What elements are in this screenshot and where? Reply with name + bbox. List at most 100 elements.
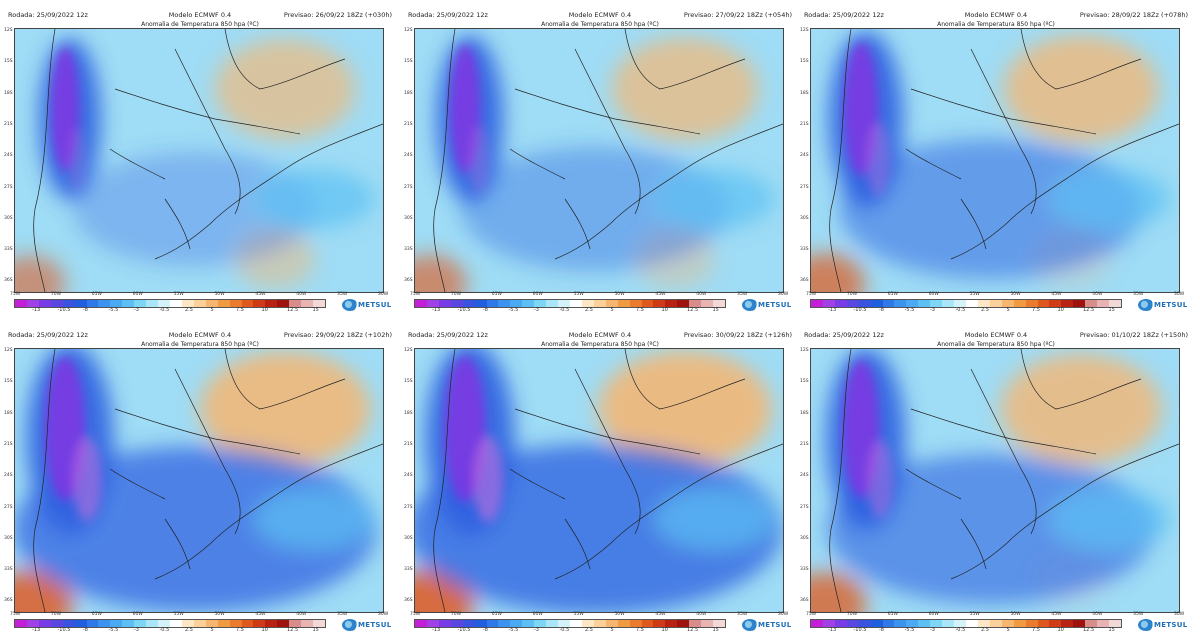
lon-tick: 40W	[1092, 292, 1103, 297]
colorbar-swatch	[689, 620, 702, 627]
colorbar-swatch	[15, 620, 27, 627]
forecast-panel: Rodada: 25/09/2022 12z Modelo ECMWF 0.4 …	[4, 8, 396, 316]
lon-tick: 60W	[532, 612, 543, 617]
lat-tick: 33S	[4, 247, 13, 253]
colorbar	[810, 619, 1122, 628]
logo-text: METSUL	[358, 621, 392, 629]
colorbar-swatch	[426, 620, 439, 627]
colorbar-swatch	[1097, 300, 1110, 307]
lon-tick: 30W	[778, 612, 789, 617]
colorbar-swatch	[858, 620, 871, 627]
colorbar-swatch	[834, 620, 847, 627]
colorbar-swatch	[629, 620, 642, 627]
colorbar-label: -0.5	[955, 627, 966, 633]
colorbar-swatch	[1049, 300, 1062, 307]
colorbar-label: 15	[712, 307, 719, 313]
anomaly-map[interactable]	[414, 28, 784, 293]
colorbar-swatch	[846, 620, 859, 627]
colorbar-swatch	[450, 300, 463, 307]
colorbar-swatch	[169, 620, 182, 627]
colorbar-label: -10.5	[57, 627, 71, 633]
logo-text: METSUL	[758, 621, 792, 629]
lon-tick: 45W	[655, 292, 666, 297]
anomaly-map[interactable]	[14, 28, 384, 293]
colorbar-swatch	[593, 620, 606, 627]
lat-tick: 27S	[800, 184, 809, 190]
colorbar-swatch	[1085, 620, 1098, 627]
colorbar-swatch	[426, 300, 439, 307]
metsul-logo: METSUL	[342, 298, 394, 312]
colorbar-label: -13	[32, 307, 41, 313]
colorbar-swatch	[593, 300, 606, 307]
forecast-panel: Rodada: 25/09/2022 12z Modelo ECMWF 0.4 …	[4, 328, 396, 636]
colorbar-swatch	[193, 620, 206, 627]
lon-tick: 70W	[846, 612, 858, 617]
anomaly-map[interactable]	[14, 348, 384, 613]
colorbar-label: 2.5	[585, 627, 593, 633]
lon-tick: 70W	[450, 292, 462, 297]
colorbar-swatch	[486, 620, 499, 627]
lon-tick: 65W	[491, 292, 502, 297]
colorbar-swatch	[110, 620, 123, 627]
lat-tick: 12S	[4, 348, 13, 353]
colorbar-label: 10	[1057, 307, 1064, 313]
lat-tick: 36S	[800, 278, 809, 284]
lon-tick: 30W	[378, 292, 389, 297]
colorbar-label: 2.5	[585, 307, 593, 313]
model-label: Modelo ECMWF 0.4	[168, 331, 232, 339]
colorbar-swatch	[894, 620, 907, 627]
colorbar-swatch	[74, 300, 87, 307]
anomaly-map[interactable]	[414, 348, 784, 613]
colorbar-swatch	[1013, 620, 1026, 627]
colorbar-label: 10	[1057, 627, 1064, 633]
metsul-logo: METSUL	[342, 618, 394, 632]
colorbar-label: -3	[134, 627, 139, 633]
lon-tick: 35W	[337, 612, 348, 617]
run-label: Rodada: 25/09/2022 12z	[804, 331, 884, 339]
lon-tick: 45W	[1051, 292, 1062, 297]
colorbar-label: 5	[1006, 307, 1010, 313]
colorbar-swatch	[510, 300, 523, 307]
colorbar-swatch	[918, 300, 931, 307]
lon-tick: 70W	[450, 612, 462, 617]
lon-tick: 40W	[296, 612, 307, 617]
colorbar-swatch	[313, 300, 325, 307]
panel-header: Rodada: 25/09/2022 12z Modelo ECMWF 0.4 …	[800, 8, 1192, 22]
lat-tick: 27S	[4, 504, 13, 510]
colorbar-swatch	[229, 300, 242, 307]
colorbar-label: 7.5	[1032, 307, 1040, 313]
globe-icon	[342, 619, 358, 631]
lat-tick: 21S	[404, 441, 413, 447]
colorbar-swatch	[86, 620, 99, 627]
lon-tick: 30W	[1174, 292, 1185, 297]
colorbar-swatch	[906, 300, 919, 307]
colorbar-label: -0.5	[159, 627, 170, 633]
anomaly-map[interactable]	[810, 28, 1180, 293]
logo-text: METSUL	[358, 301, 392, 309]
colorbar-swatch	[954, 300, 966, 307]
colorbar-swatch	[26, 300, 39, 307]
colorbar-swatch	[1109, 620, 1121, 627]
colorbar-swatch	[834, 300, 847, 307]
colorbar-swatch	[415, 300, 427, 307]
colorbar-swatch	[181, 620, 194, 627]
colorbar-swatch	[665, 620, 678, 627]
lon-tick: 65W	[91, 292, 102, 297]
colorbar-swatch	[110, 300, 123, 307]
lon-tick: 30W	[1174, 612, 1185, 617]
lon-tick: 70W	[50, 612, 62, 617]
lon-tick: 65W	[491, 612, 502, 617]
map-title: Anomalia de Temperatura 850 hpa (ºC)	[937, 21, 1055, 28]
forecast-panel: Rodada: 25/09/2022 12z Modelo ECMWF 0.4 …	[404, 8, 796, 316]
globe-icon	[1138, 619, 1154, 631]
anomaly-map[interactable]	[810, 348, 1180, 613]
lat-tick: 12S	[800, 348, 809, 353]
colorbar-label: 7.5	[236, 307, 244, 313]
lon-tick: 35W	[1133, 292, 1144, 297]
colorbar-swatch	[1049, 620, 1062, 627]
colorbar-swatch	[277, 300, 290, 307]
colorbar-label: -10.5	[457, 307, 471, 313]
colorbar-swatch	[558, 620, 570, 627]
colorbar-label: -8	[483, 307, 488, 313]
colorbar-swatch	[569, 300, 582, 307]
